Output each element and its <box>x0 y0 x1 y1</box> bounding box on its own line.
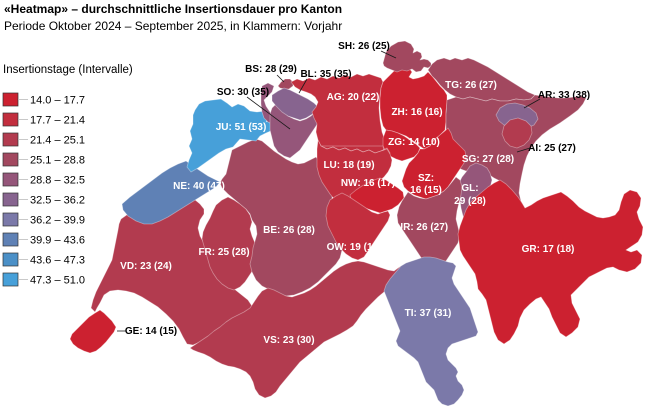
svg-text:16 (15): 16 (15) <box>410 185 442 196</box>
svg-text:FR: 25 (28): FR: 25 (28) <box>198 247 249 258</box>
svg-text:AG: 20 (22): AG: 20 (22) <box>327 92 380 103</box>
svg-text:AI: 25 (27): AI: 25 (27) <box>528 143 576 154</box>
svg-text:47.3 – 51.0: 47.3 – 51.0 <box>30 275 85 287</box>
svg-text:GE: 14 (15): GE: 14 (15) <box>125 326 177 337</box>
svg-text:TG: 26 (27): TG: 26 (27) <box>445 80 497 91</box>
svg-text:SH: 26 (25): SH: 26 (25) <box>338 41 390 52</box>
svg-text:SZ:: SZ: <box>418 173 434 184</box>
svg-text:ZG: 14 (10): ZG: 14 (10) <box>388 137 440 148</box>
svg-text:VD: 23 (24): VD: 23 (24) <box>120 261 172 272</box>
svg-text:BS: 28 (29): BS: 28 (29) <box>245 64 297 75</box>
svg-text:43.6 – 47.3: 43.6 – 47.3 <box>30 255 85 267</box>
svg-text:17.7 – 21.4: 17.7 – 21.4 <box>30 115 85 127</box>
svg-text:29 (28): 29 (28) <box>454 196 486 207</box>
svg-text:NE: 40 (47): NE: 40 (47) <box>173 181 225 192</box>
svg-text:21.4 – 25.1: 21.4 – 25.1 <box>30 135 85 147</box>
svg-text:UR: 26 (27): UR: 26 (27) <box>396 222 448 233</box>
svg-text:25.1 – 28.8: 25.1 – 28.8 <box>30 155 85 167</box>
svg-text:SO: 30 (35): SO: 30 (35) <box>217 87 269 98</box>
svg-text:TI: 37 (31): TI: 37 (31) <box>405 308 452 319</box>
svg-text:ZH: 16 (16): ZH: 16 (16) <box>391 107 442 118</box>
svg-text:OW: 19 (18): OW: 19 (18) <box>327 242 382 253</box>
svg-text:SG: 27 (28): SG: 27 (28) <box>462 154 514 165</box>
svg-text:LU: 18 (19): LU: 18 (19) <box>323 160 374 171</box>
svg-text:GR: 17 (18): GR: 17 (18) <box>522 244 575 255</box>
svg-text:VS: 23 (30): VS: 23 (30) <box>263 335 314 346</box>
svg-text:BE: 26 (28): BE: 26 (28) <box>263 225 315 236</box>
svg-text:AR: 33 (38): AR: 33 (38) <box>538 90 590 101</box>
svg-text:28.8 – 32.5: 28.8 – 32.5 <box>30 175 85 187</box>
svg-text:14.0 – 17.7: 14.0 – 17.7 <box>30 95 85 107</box>
svg-text:39.9 – 43.6: 39.9 – 43.6 <box>30 235 85 247</box>
svg-text:GL:: GL: <box>461 183 478 194</box>
svg-text:JU: 51 (53): JU: 51 (53) <box>216 122 267 133</box>
svg-text:NW: 16 (17): NW: 16 (17) <box>341 178 395 189</box>
svg-text:BL: 35 (35): BL: 35 (35) <box>300 69 351 80</box>
svg-text:36.2 – 39.9: 36.2 – 39.9 <box>30 215 85 227</box>
svg-text:32.5 – 36.2: 32.5 – 36.2 <box>30 195 85 207</box>
